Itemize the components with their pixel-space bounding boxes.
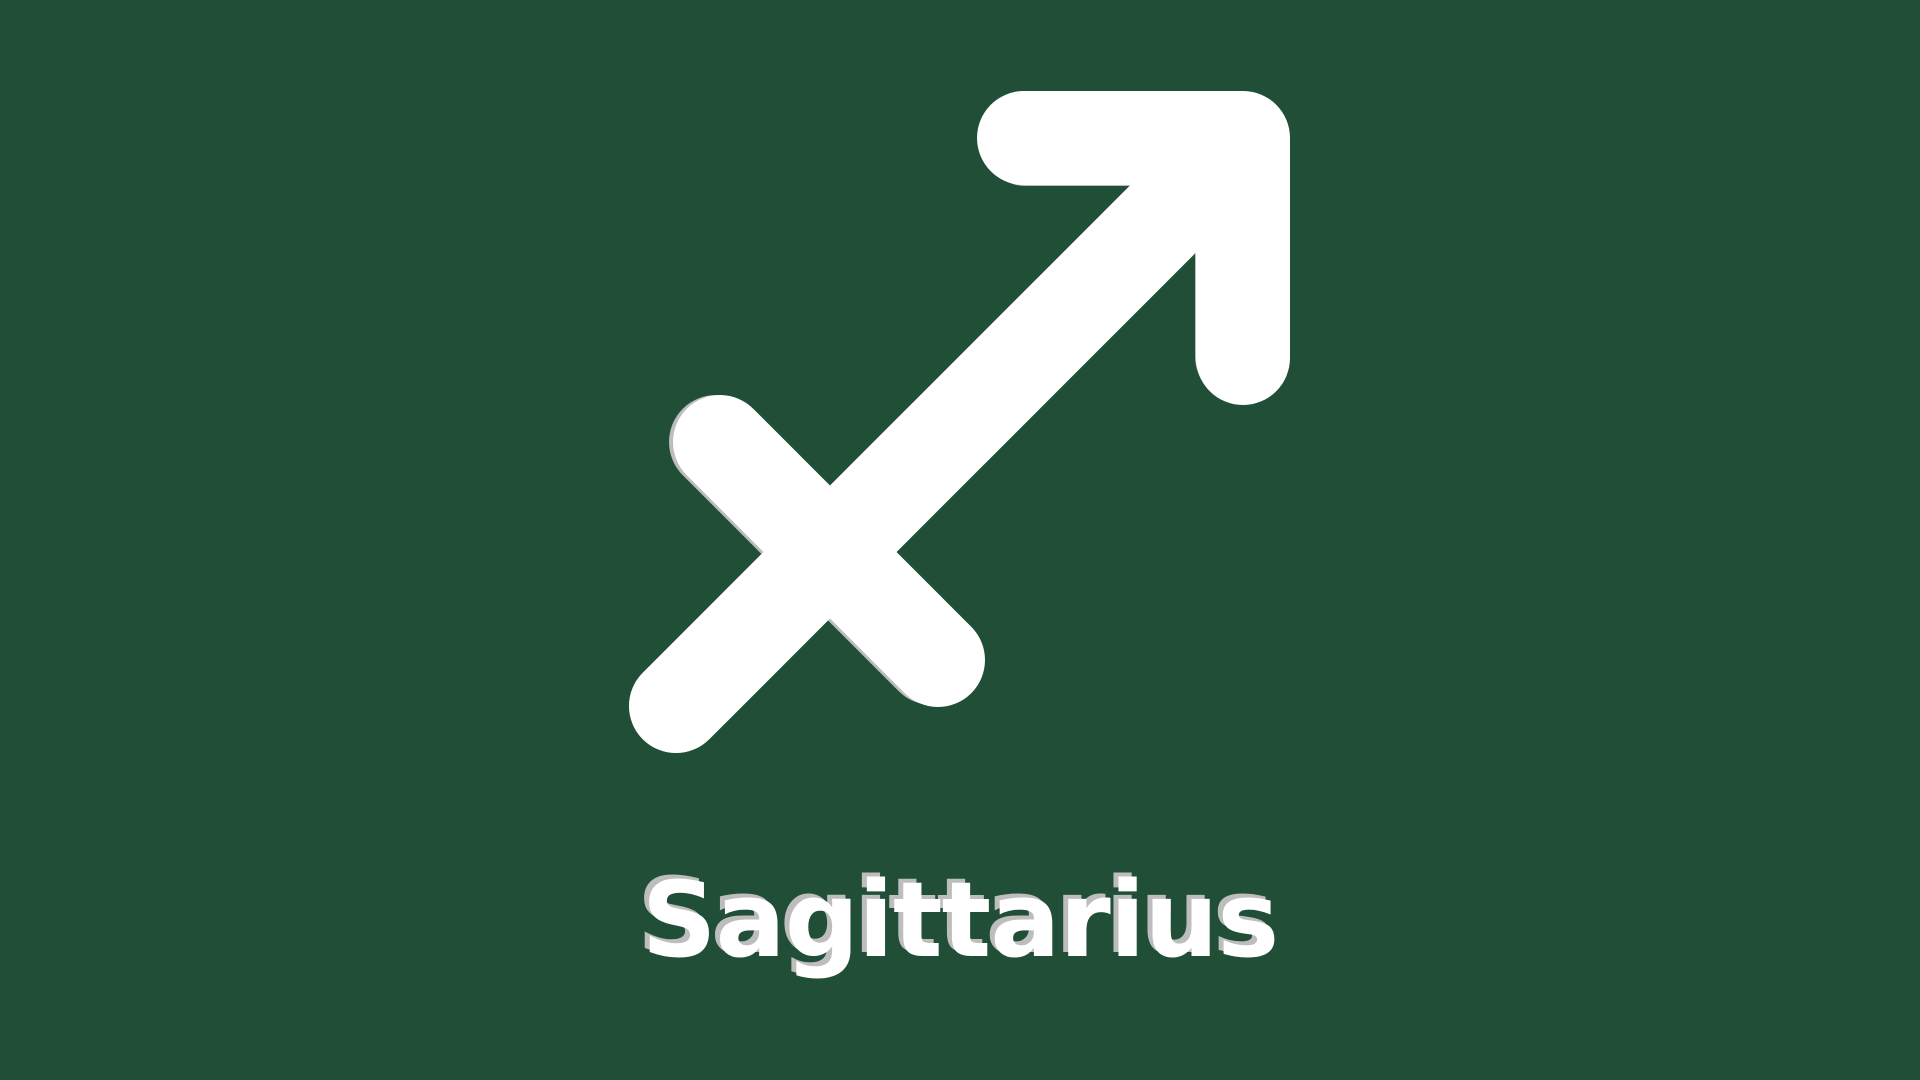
sagittarius-glyph xyxy=(629,91,1290,753)
sign-name: Sagittarius xyxy=(641,859,1280,981)
